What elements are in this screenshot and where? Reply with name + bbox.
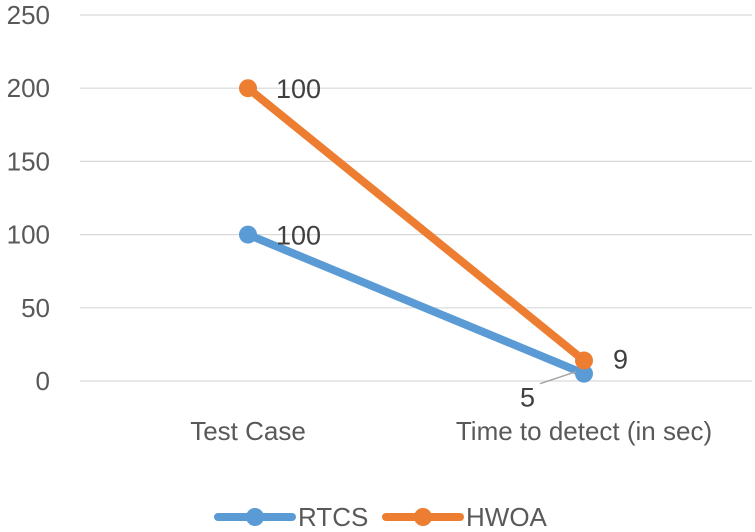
data-label-rtcs-1: 100 [276,221,321,251]
y-axis-ticks: 0 50 100 150 200 250 [7,0,50,396]
series-line-rtcs [244,230,588,378]
grid-lines [80,14,752,382]
y-tick-label-150: 150 [7,146,50,176]
legend: RTCS HWOA [214,502,548,532]
leader-line-rtcs [539,370,577,385]
legend-item-hwoa: HWOA [382,502,548,532]
data-label-hwoa-1: 100 [276,74,321,104]
data-point-rtcs-1 [239,225,257,244]
x-tick-label-1: Test Case [190,416,306,446]
x-axis-ticks: Test Case Time to detect (in sec) [190,416,712,446]
data-label-rtcs-2: 5 [520,383,535,413]
data-point-rtcs-2 [575,364,593,383]
y-tick-label-100: 100 [7,220,50,250]
y-tick-label-0: 0 [36,366,50,396]
data-point-hwoa-2 [575,351,593,370]
y-tick-label-250: 250 [7,0,50,30]
data-label-hwoa-2: 9 [613,345,628,375]
legend-label-rtcs: RTCS [298,502,368,532]
data-point-hwoa-1 [239,79,257,98]
x-tick-label-2: Time to detect (in sec) [456,416,712,446]
y-tick-label-50: 50 [21,293,50,323]
data-labels: 100 5 100 9 [276,74,628,412]
series-layer [239,79,593,383]
legend-marker-rtcs [246,508,264,526]
legend-item-rtcs: RTCS [214,502,368,532]
legend-marker-hwoa [414,508,432,526]
series-line-hwoa [244,84,588,365]
legend-label-hwoa: HWOA [466,502,548,532]
y-tick-label-200: 200 [7,73,50,103]
